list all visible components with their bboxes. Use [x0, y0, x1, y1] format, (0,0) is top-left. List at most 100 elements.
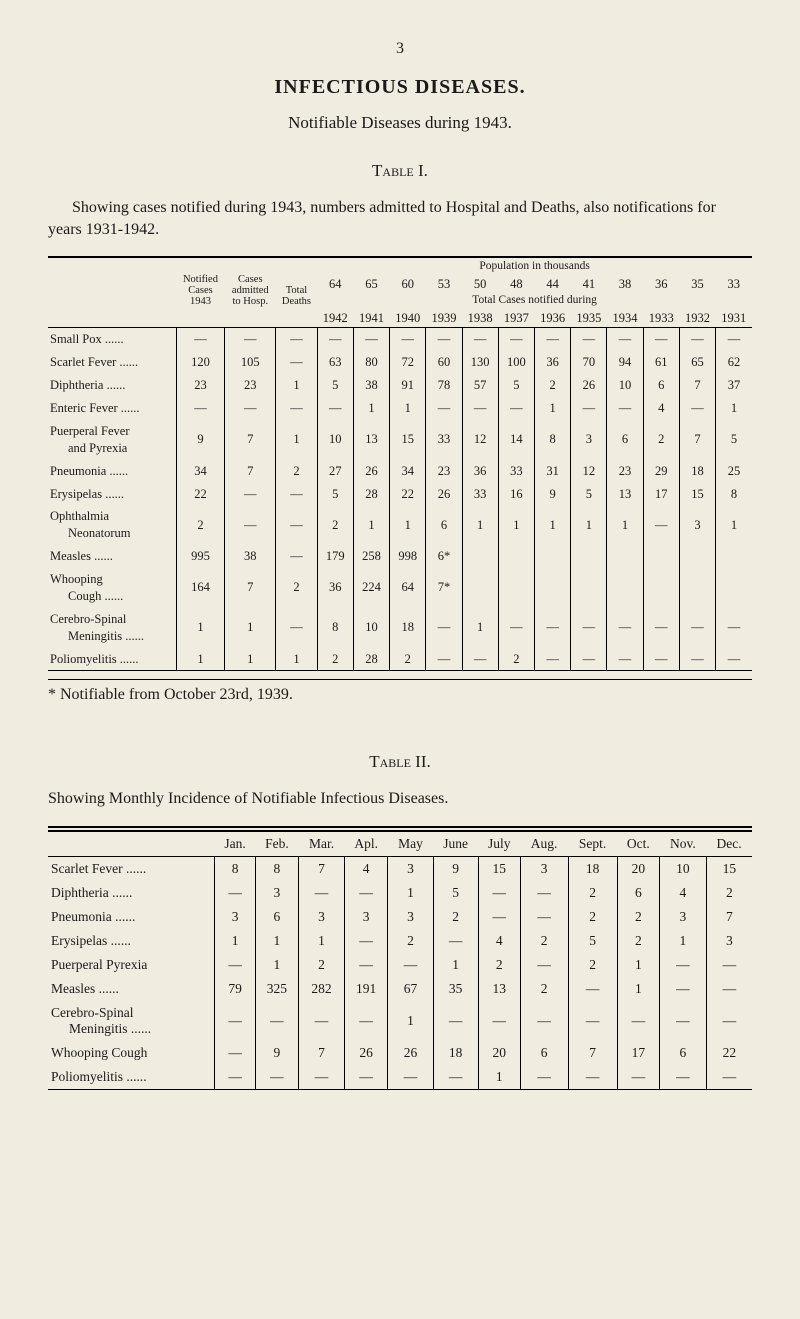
cell: 2 [276, 460, 317, 483]
cell: — [276, 545, 317, 568]
cell: 2 [706, 881, 752, 905]
cell: 282 [299, 977, 345, 1001]
cell: — [317, 397, 353, 420]
cell: 8 [215, 856, 255, 881]
cell: — [568, 977, 617, 1001]
cell: 8 [317, 608, 353, 648]
cell: — [571, 608, 607, 648]
cell: 6* [426, 545, 462, 568]
hdr-notified-1: Notified [183, 274, 218, 285]
cell: 29 [643, 460, 679, 483]
table1-header: Notified Cases 1943 Cases admitted to Ho… [48, 257, 752, 328]
cell: 3 [299, 905, 345, 929]
row-label: Small Pox ...... [48, 328, 176, 351]
cell: — [276, 328, 317, 351]
cell: 16 [498, 483, 534, 506]
cell: 38 [353, 374, 389, 397]
cell: 7 [568, 1041, 617, 1065]
hdr-pop-8: 38 [607, 275, 643, 293]
cell: 191 [344, 977, 388, 1001]
table-row: Diphtheria ......—3——15——2642 [48, 881, 752, 905]
hdr-year-4: 1938 [462, 309, 498, 328]
cell: 7 [225, 568, 276, 608]
cell: 26 [388, 1041, 433, 1065]
cell: — [388, 1065, 433, 1090]
cell: 1 [353, 505, 389, 545]
cell: — [706, 977, 752, 1001]
cell: 57 [462, 374, 498, 397]
hdr-deaths-1: Total [286, 285, 307, 296]
cell: 13 [607, 483, 643, 506]
cell: 164 [176, 568, 225, 608]
cell: 2 [534, 374, 570, 397]
cell: 8 [716, 483, 752, 506]
cell: — [660, 977, 707, 1001]
table-row: Measles ......793252821916735132—1—— [48, 977, 752, 1001]
cell: 1 [388, 881, 433, 905]
table-row: WhoopingCough ......1647236224647* [48, 568, 752, 608]
cell: — [215, 881, 255, 905]
cell: 26 [344, 1041, 388, 1065]
cell: 2 [317, 648, 353, 671]
cell: — [534, 608, 570, 648]
hdr-notified-3: 1943 [190, 296, 211, 307]
cell: 65 [679, 351, 715, 374]
hdr-year-7: 1935 [571, 309, 607, 328]
cell [462, 568, 498, 608]
cell: 2 [520, 929, 568, 953]
cell: 4 [344, 856, 388, 881]
cell: — [679, 397, 715, 420]
table-row: Pneumonia ......347227263423363331122329… [48, 460, 752, 483]
cell: 1 [716, 505, 752, 545]
hdr-pop-2: 60 [390, 275, 426, 293]
cell: — [215, 1001, 255, 1041]
cell: — [660, 953, 707, 977]
cell: — [426, 328, 462, 351]
row-label: Puerperal Feverand Pyrexia [48, 420, 176, 460]
table-row: Erysipelas ......111—2—425213 [48, 929, 752, 953]
cell: 63 [317, 351, 353, 374]
cell: — [716, 608, 752, 648]
row-label: Measles ...... [48, 977, 215, 1001]
cell [716, 568, 752, 608]
cell: 5 [571, 483, 607, 506]
cell: 3 [660, 905, 707, 929]
cell: 3 [215, 905, 255, 929]
table-row: Puerperal Feverand Pyrexia97110131533121… [48, 420, 752, 460]
cell: 36 [534, 351, 570, 374]
cell: 26 [353, 460, 389, 483]
cell: 9 [534, 483, 570, 506]
hdr-pop-label: Population in thousands [317, 257, 752, 275]
page-root: 3 INFECTIOUS DISEASES. Notifiable Diseas… [0, 0, 800, 1130]
cell: — [716, 328, 752, 351]
cell: 64 [390, 568, 426, 608]
cell: 2 [498, 648, 534, 671]
row-label: Poliomyelitis ...... [48, 1065, 215, 1090]
cell: 1 [534, 505, 570, 545]
cell: — [215, 1065, 255, 1090]
cell: 12 [462, 420, 498, 460]
cell: 13 [353, 420, 389, 460]
table-row: Scarlet Fever ......120105—6380726013010… [48, 351, 752, 374]
cell: 1 [498, 505, 534, 545]
table-row: Puerperal Pyrexia—12——12—21—— [48, 953, 752, 977]
cell: — [706, 1001, 752, 1041]
cell: 2 [568, 905, 617, 929]
cell: 7 [679, 420, 715, 460]
hdr-year-3: 1939 [426, 309, 462, 328]
cell: — [344, 929, 388, 953]
cell [498, 568, 534, 608]
cell: 23 [607, 460, 643, 483]
table2: Jan. Feb. Mar. Apl. May June July Aug. S… [48, 830, 752, 1090]
cell: 1 [276, 648, 317, 671]
cell: 6 [617, 881, 659, 905]
hdr-notified-2: Cases [188, 285, 213, 296]
cell: 2 [520, 977, 568, 1001]
cell: 38 [225, 545, 276, 568]
cell: — [520, 953, 568, 977]
cell: — [520, 1065, 568, 1090]
hdr-pop-4: 50 [462, 275, 498, 293]
table-row: OphthalmiaNeonatorum2——211611111—31 [48, 505, 752, 545]
hdr-year-10: 1932 [679, 309, 715, 328]
cell: — [433, 1001, 478, 1041]
